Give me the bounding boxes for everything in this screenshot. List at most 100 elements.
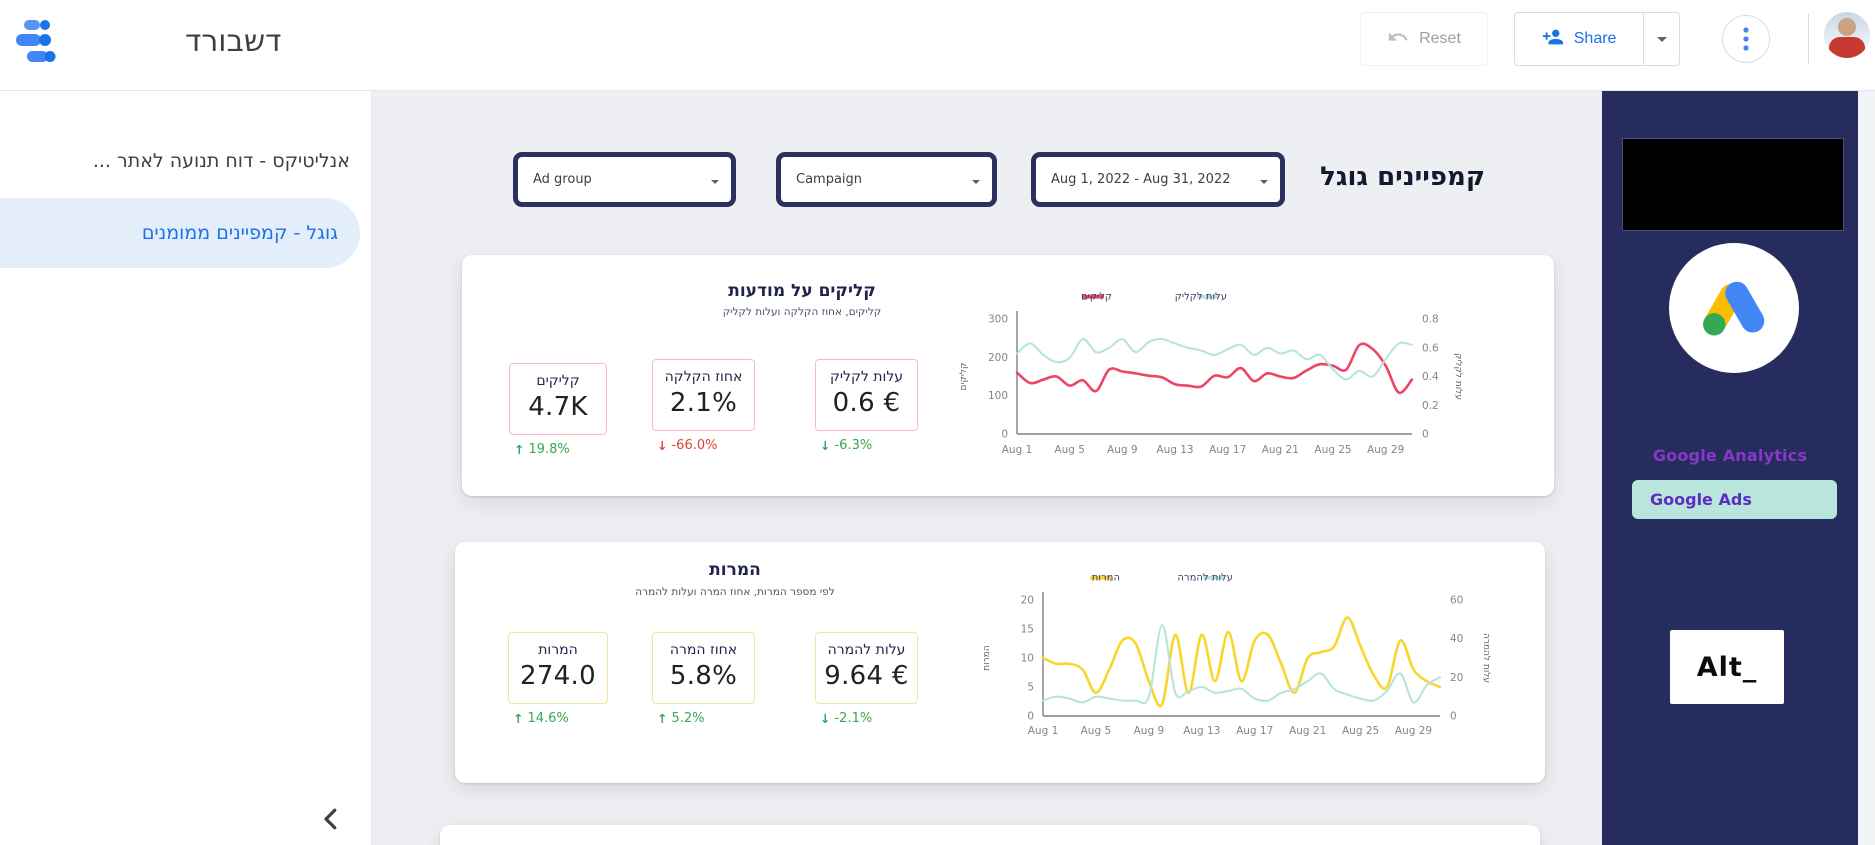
top-bar: דשבורד Reset Share xyxy=(0,0,1875,91)
svg-text:Aug 25: Aug 25 xyxy=(1342,725,1379,737)
svg-text:0: 0 xyxy=(1450,711,1457,723)
svg-text:Aug 9: Aug 9 xyxy=(1134,725,1165,737)
report-title: דשבורד xyxy=(185,24,282,59)
svg-text:Aug 17: Aug 17 xyxy=(1209,444,1246,456)
share-button-group: Share xyxy=(1514,12,1680,66)
date-range-value: Aug 1, 2022 - Aug 31, 2022 xyxy=(1051,172,1231,187)
caret-down-icon xyxy=(1260,179,1268,188)
svg-text:Aug 13: Aug 13 xyxy=(1183,725,1220,737)
svg-text:Aug 29: Aug 29 xyxy=(1367,444,1404,456)
delta-badge: ↓ -66.0% xyxy=(657,438,718,453)
svg-text:0: 0 xyxy=(1027,711,1034,723)
scorecard[interactable]: עלות לקליק 0.6 € xyxy=(815,359,918,431)
svg-text:0: 0 xyxy=(1001,429,1008,441)
clicks-cpc-chart: 300 200 100 0 0.8 0.6 0.4 0.2 0 Aug 1 Aug 5 Aug 9 Au… xyxy=(959,292,1463,457)
campaign-filter[interactable]: Campaign xyxy=(776,152,997,207)
video-placeholder[interactable] xyxy=(1622,138,1844,231)
share-label: Share xyxy=(1573,30,1617,47)
conversions-chart: 20 15 10 5 0 60 40 20 0 Aug 1 Aug 5 Aug 9 Aug 13 Aug … xyxy=(982,573,1491,738)
svg-text:Aug 25: Aug 25 xyxy=(1314,444,1351,456)
pages-sidebar: אנליטיקס - דוח תנועה לאתר ... גוגל - קמפ… xyxy=(0,91,372,845)
sidebar-item-analytics-page[interactable]: אנליטיקס - דוח תנועה לאתר ... xyxy=(92,150,350,172)
caret-down-icon xyxy=(972,179,980,188)
arrow-up-icon: ↑ xyxy=(657,711,668,726)
card-title: המרות xyxy=(709,560,761,580)
card-subtitle: קליקים, אחוז הקלקה ועלות לקליק xyxy=(722,306,882,318)
svg-text:0.4: 0.4 xyxy=(1422,371,1439,383)
arrow-down-icon: ↓ xyxy=(657,438,668,453)
svg-text:עלות לקליק: עלות לקליק xyxy=(1453,353,1463,400)
header-divider xyxy=(1808,14,1809,64)
svg-text:עלות להמרה: עלות להמרה xyxy=(1177,573,1233,584)
svg-text:100: 100 xyxy=(988,390,1008,402)
delta-badge: ↓ -6.3% xyxy=(820,438,873,453)
svg-text:Aug 5: Aug 5 xyxy=(1054,444,1085,456)
alt-logo-text: Alt_ xyxy=(1696,651,1758,683)
scorecard[interactable]: המרות 274.0 xyxy=(508,632,608,704)
svg-text:Aug 9: Aug 9 xyxy=(1107,444,1138,456)
undo-icon xyxy=(1387,26,1409,53)
svg-text:40: 40 xyxy=(1450,633,1463,645)
scorecard[interactable]: קליקים 4.7K xyxy=(509,363,607,435)
card-subtitle: לפי מספר המרות, אחוז המרה ועלות להמרה xyxy=(635,586,835,598)
svg-text:עלות להמרה: עלות להמרה xyxy=(1481,633,1491,683)
collapse-sidebar-button[interactable] xyxy=(308,801,354,839)
caret-down-icon xyxy=(1656,36,1667,47)
person-add-icon xyxy=(1542,26,1564,53)
svg-text:0.2: 0.2 xyxy=(1422,400,1439,412)
svg-text:עלות לקליק: עלות לקליק xyxy=(1175,292,1227,303)
arrow-down-icon: ↓ xyxy=(820,711,831,726)
scorecard[interactable]: אחוז המרה 5.8% xyxy=(652,632,755,704)
metric-conversion-rate: אחוז המרה 5.8% ↑ 5.2% xyxy=(652,632,755,726)
svg-text:Aug 29: Aug 29 xyxy=(1395,725,1432,737)
campaign-filter-label: Campaign xyxy=(796,172,863,187)
svg-text:Aug 21: Aug 21 xyxy=(1289,725,1326,737)
arrow-up-icon: ↑ xyxy=(513,711,524,726)
svg-text:המרות: המרות xyxy=(982,645,992,671)
date-range-filter[interactable]: Aug 1, 2022 - Aug 31, 2022 xyxy=(1031,152,1285,207)
sidebar-item-google-campaigns-page[interactable]: גוגל - קמפיינים ממומנים xyxy=(0,198,360,268)
svg-text:Aug 17: Aug 17 xyxy=(1236,725,1273,737)
chevron-left-icon xyxy=(324,808,337,829)
arrow-down-icon: ↓ xyxy=(820,438,831,453)
scorecard[interactable]: אחוז הקלקה 2.1% xyxy=(652,359,755,431)
svg-text:המרות: המרות xyxy=(1092,573,1120,584)
svg-text:300: 300 xyxy=(988,314,1008,326)
svg-text:Aug 13: Aug 13 xyxy=(1156,444,1193,456)
svg-text:Aug 21: Aug 21 xyxy=(1262,444,1299,456)
svg-text:0.6: 0.6 xyxy=(1422,342,1439,354)
right-edge-strip xyxy=(1858,91,1875,845)
svg-text:Aug 1: Aug 1 xyxy=(1028,725,1059,737)
svg-text:10: 10 xyxy=(1021,653,1034,665)
delta-badge: ↑ 14.6% xyxy=(513,711,569,726)
avatar-jacket xyxy=(1829,37,1865,58)
svg-text:Aug 1: Aug 1 xyxy=(1002,444,1033,456)
reset-button[interactable]: Reset xyxy=(1360,12,1488,66)
metric-cost-per-conversion: עלות להמרה 9.64 € ↓ -2.1% xyxy=(815,632,918,726)
more-options-button[interactable] xyxy=(1722,15,1770,63)
svg-text:Aug 5: Aug 5 xyxy=(1081,725,1112,737)
metric-conversions: המרות 274.0 ↑ 14.6% xyxy=(508,632,608,726)
ad-group-filter[interactable]: Ad group xyxy=(513,152,736,207)
user-avatar[interactable] xyxy=(1824,12,1870,58)
alt-logo: Alt_ xyxy=(1670,630,1784,704)
svg-text:קליקים: קליקים xyxy=(1081,292,1112,303)
delta-badge: ↑ 5.2% xyxy=(657,711,705,726)
svg-text:קליקים: קליקים xyxy=(959,363,969,391)
scorecard[interactable]: עלות להמרה 9.64 € xyxy=(815,632,918,704)
share-button[interactable]: Share xyxy=(1515,13,1643,65)
google-analytics-label: Google Analytics xyxy=(1652,446,1808,465)
page-title: קמפיינים גוגל xyxy=(1320,162,1485,192)
share-dropdown-button[interactable] xyxy=(1643,13,1679,65)
avatar-face xyxy=(1838,18,1856,36)
svg-text:5: 5 xyxy=(1027,682,1034,694)
svg-text:60: 60 xyxy=(1450,595,1463,607)
svg-text:20: 20 xyxy=(1450,672,1463,684)
svg-text:200: 200 xyxy=(988,352,1008,364)
delta-badge: ↑ 19.8% xyxy=(514,442,570,457)
google-ads-tab[interactable]: Google Ads xyxy=(1632,480,1837,519)
three-dots-icon xyxy=(1743,27,1749,51)
looker-studio-logo-icon[interactable] xyxy=(12,15,60,63)
conversions-card: המרות לפי מספר המרות, אחוז המרה ועלות לה… xyxy=(455,542,1545,783)
